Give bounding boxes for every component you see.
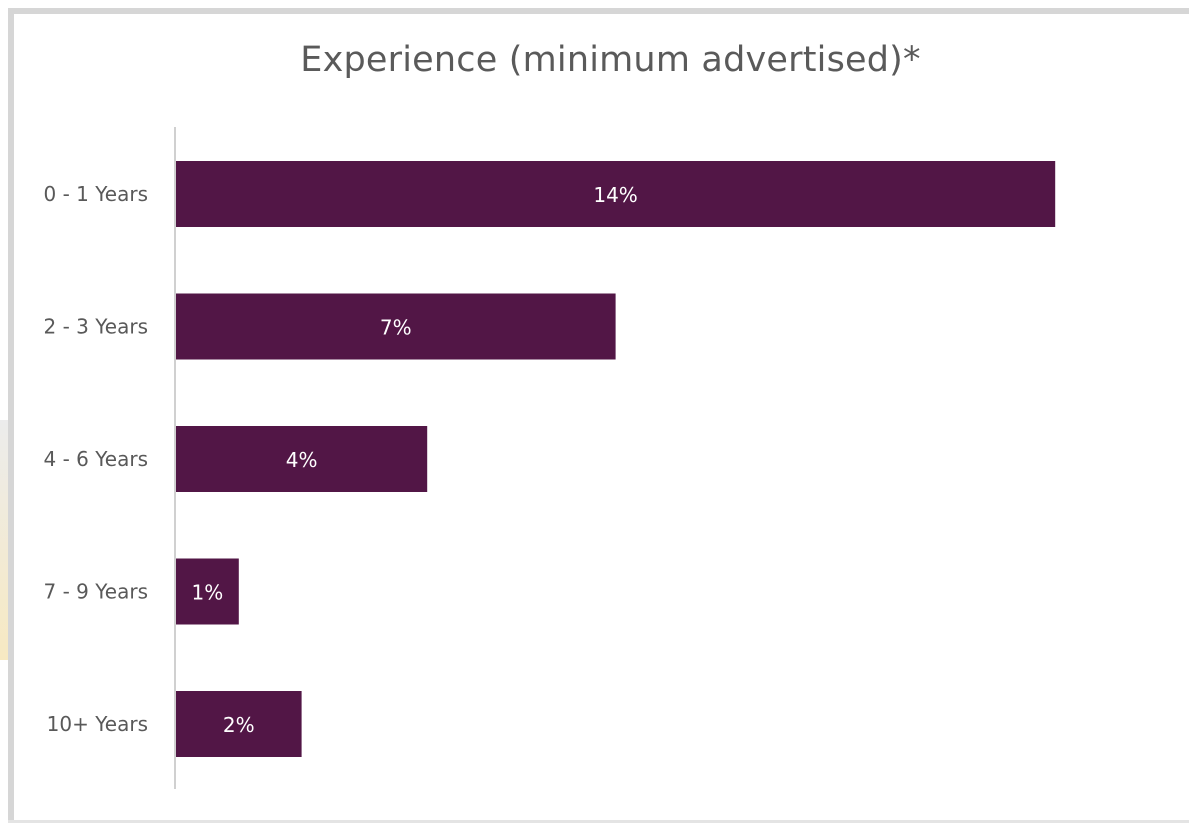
data-label-1: 14% (593, 183, 637, 207)
bottom-border (8, 820, 1189, 823)
bar-1 (176, 161, 1056, 227)
category-label-5: 10+ Years (47, 712, 148, 736)
bar-3 (176, 426, 428, 492)
bar-5 (176, 691, 302, 757)
data-labels: 14% 7% 4% 1% 2% (192, 183, 638, 737)
chart-card (8, 8, 1189, 823)
category-label-4: 7 - 9 Years (43, 580, 148, 604)
data-label-3: 4% (286, 448, 318, 472)
category-label-1: 0 - 1 Years (43, 182, 148, 206)
category-label-3: 4 - 6 Years (43, 447, 148, 471)
category-labels: 0 - 1 Years 2 - 3 Years 4 - 6 Years 7 - 9 Y… (43, 182, 148, 736)
chart-title: Experience (minimum advertised)* (300, 40, 921, 80)
edge-shade (0, 420, 8, 660)
bars-group (176, 161, 1056, 757)
data-label-4: 1% (192, 581, 224, 605)
data-label-5: 2% (223, 713, 255, 737)
category-label-2: 2 - 3 Years (43, 315, 148, 339)
data-label-2: 7% (380, 316, 412, 340)
bar-2 (176, 293, 616, 360)
bar-4 (176, 558, 239, 625)
